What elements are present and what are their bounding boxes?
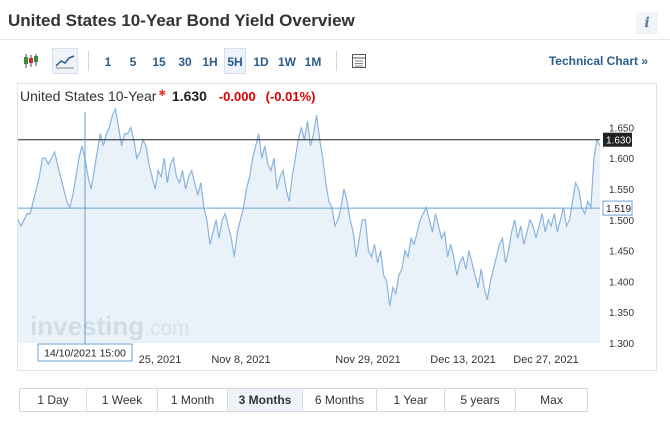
crosshair-date-badge: [37, 343, 133, 362]
interval-1h-button[interactable]: 1H: [202, 55, 218, 69]
y-tick-label: 1.650: [609, 123, 634, 134]
range-max-button[interactable]: Max: [540, 393, 563, 407]
y-tick-label: 1.350: [609, 308, 634, 319]
instrument-name: United States 10-Year: [20, 88, 157, 104]
chart-toolbar: 1 5 15 30 1H 5H 1D 1W 1M Technical Chart…: [18, 48, 658, 76]
range-1-year-button[interactable]: 1 Year: [377, 389, 445, 411]
area-chart-icon[interactable]: [52, 48, 78, 74]
y-tick-label: 1.450: [609, 247, 634, 258]
interval-5h-button[interactable]: 5H: [224, 48, 246, 74]
interval-30min-button[interactable]: 30: [178, 55, 192, 69]
range-1-day-button[interactable]: 1 Day: [20, 389, 87, 411]
range-1-month-button[interactable]: 1 Month: [158, 389, 228, 411]
range-selector: 1 Day 1 Week 1 Month 3 Months 6 Months 1…: [19, 388, 588, 412]
last-price: 1.630: [171, 88, 207, 104]
price-change-percent: (-0.01%): [265, 89, 316, 104]
realtime-star-icon: ✱: [158, 88, 167, 98]
table-icon[interactable]: [346, 48, 372, 74]
page-title: United States 10-Year Bond Yield Overvie…: [8, 11, 355, 30]
interval-1m-button[interactable]: 1M: [304, 55, 322, 69]
y-tick-label: 1.500: [609, 216, 634, 227]
x-tick-label: Nov 8, 2021: [211, 354, 270, 366]
y-tick-label: 1.600: [609, 154, 634, 165]
interval-5min-button[interactable]: 5: [129, 55, 137, 69]
current-value-label: 1.630: [606, 136, 631, 147]
x-tick-label: Dec 27, 2021: [513, 354, 578, 366]
chart-frame: [17, 83, 657, 371]
info-icon[interactable]: i: [636, 12, 658, 34]
crosshair-date-label: 14/10/2021 15:00: [44, 348, 126, 360]
technical-chart-link[interactable]: Technical Chart »: [548, 54, 648, 68]
range-3-months-button[interactable]: 3 Months: [228, 389, 303, 411]
toolbar-divider: [336, 51, 337, 71]
current-value-badge: [603, 132, 632, 147]
range-5-years-button[interactable]: 5 years: [445, 389, 516, 411]
quote-summary: United States 10-Year ✱ 1.630 -0.000 (-0.…: [20, 88, 315, 104]
interval-1min-button[interactable]: 1: [104, 55, 112, 69]
range-6-months-button[interactable]: 6 Months: [303, 389, 377, 411]
x-tick-label: Nov 29, 2021: [335, 354, 400, 366]
series-line: [17, 106, 601, 307]
interval-15min-button[interactable]: 15: [152, 55, 166, 69]
x-tick-label: 25, 2021: [139, 354, 182, 366]
crosshair-y-badge: [602, 200, 633, 216]
candlestick-chart-icon[interactable]: [18, 48, 44, 74]
range-1-week-button[interactable]: 1 Week: [87, 389, 158, 411]
interval-1w-button[interactable]: 1W: [278, 55, 296, 69]
crosshair-y-label: 1.519: [606, 204, 631, 215]
page-header: United States 10-Year Bond Yield Overvie…: [0, 0, 670, 40]
y-tick-label: 1.550: [609, 185, 634, 196]
price-change: -0.000: [218, 89, 256, 104]
interval-1d-button[interactable]: 1D: [253, 55, 269, 69]
area-fill: [18, 108, 600, 344]
toolbar-divider: [88, 51, 89, 71]
y-tick-label: 1.400: [609, 277, 634, 288]
y-tick-label: 1.300: [609, 339, 634, 350]
x-tick-label: Dec 13, 2021: [430, 354, 495, 366]
